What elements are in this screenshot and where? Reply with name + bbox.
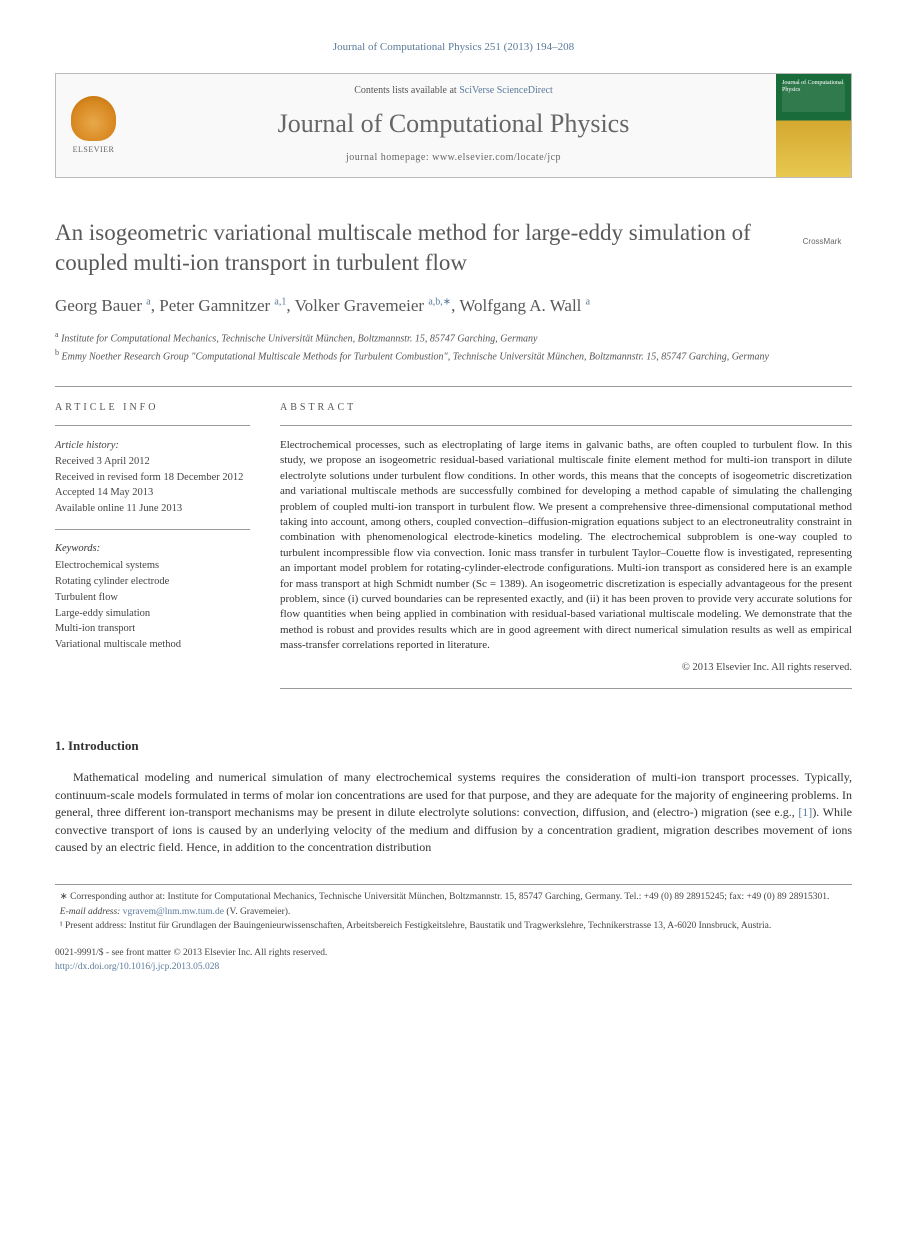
journal-reference: Journal of Computational Physics 251 (20… xyxy=(55,40,852,55)
article-title: An isogeometric variational multiscale m… xyxy=(55,218,852,278)
article-info-column: ARTICLE INFO Article history: Received 3… xyxy=(55,387,250,689)
keywords-label: Keywords: xyxy=(55,542,250,557)
journal-homepage[interactable]: journal homepage: www.elsevier.com/locat… xyxy=(141,151,766,165)
introduction-heading: 1. Introduction xyxy=(55,737,852,755)
introduction-paragraph: Mathematical modeling and numerical simu… xyxy=(55,769,852,856)
affiliation-b-text: Emmy Noether Research Group "Computation… xyxy=(62,351,769,362)
contents-available-line: Contents lists available at SciVerse Sci… xyxy=(141,84,766,98)
history-label: Article history: xyxy=(55,438,250,454)
email-line: E-mail address: vgravem@lnm.mw.tum.de (V… xyxy=(55,906,852,919)
history-received: Received 3 April 2012 xyxy=(55,454,250,470)
abstract-column: ABSTRACT Electrochemical processes, such… xyxy=(280,387,852,689)
reference-link[interactable]: [1] xyxy=(798,805,812,819)
journal-header-box: ELSEVIER Contents lists available at Sci… xyxy=(55,73,852,177)
affiliation-a-text: Institute for Computational Mechanics, T… xyxy=(61,334,537,345)
keyword-item: Electrochemical systems xyxy=(55,558,250,574)
abstract-text: Electrochemical processes, such as elect… xyxy=(280,438,852,653)
elsevier-logo: ELSEVIER xyxy=(56,74,131,176)
keyword-item: Variational multiscale method xyxy=(55,637,250,653)
info-divider xyxy=(55,529,250,530)
cover-title-text: Journal of Computational Physics xyxy=(782,80,845,93)
elsevier-tree-icon xyxy=(71,96,116,141)
doi-link[interactable]: http://dx.doi.org/10.1016/j.jcp.2013.05.… xyxy=(55,962,219,972)
elsevier-label: ELSEVIER xyxy=(73,144,115,155)
email-person: (V. Gravemeier). xyxy=(224,907,290,917)
history-accepted: Accepted 14 May 2013 xyxy=(55,485,250,501)
present-address-note: ¹ Present address: Institut für Grundlag… xyxy=(55,920,852,933)
keyword-item: Turbulent flow xyxy=(55,590,250,606)
journal-name: Journal of Computational Physics xyxy=(141,106,766,142)
journal-cover-thumbnail: Journal of Computational Physics xyxy=(776,74,851,176)
corresponding-email[interactable]: vgravem@lnm.mw.tum.de xyxy=(123,907,224,917)
authors-line: Georg Bauer a, Peter Gamnitzer a,1, Volk… xyxy=(55,294,852,318)
abstract-label: ABSTRACT xyxy=(280,387,852,426)
keyword-item: Large-eddy simulation xyxy=(55,606,250,622)
crossmark-badge[interactable]: CrossMark xyxy=(792,222,852,252)
article-page: Journal of Computational Physics 251 (20… xyxy=(0,0,907,1004)
keyword-item: Rotating cylinder electrode xyxy=(55,574,250,590)
article-info-label: ARTICLE INFO xyxy=(55,387,250,426)
info-abstract-row: ARTICLE INFO Article history: Received 3… xyxy=(55,387,852,689)
contents-prefix: Contents lists available at xyxy=(354,85,459,96)
issn-copyright-line: 0021-9991/$ - see front matter © 2013 El… xyxy=(55,947,852,960)
footnotes: ∗ Corresponding author at: Institute for… xyxy=(55,884,852,933)
sciencedirect-link[interactable]: SciVerse ScienceDirect xyxy=(459,85,553,96)
article-history: Article history: Received 3 April 2012 R… xyxy=(55,438,250,517)
affiliations: a Institute for Computational Mechanics,… xyxy=(55,329,852,364)
keyword-item: Multi-ion transport xyxy=(55,621,250,637)
footer-block: 0021-9991/$ - see front matter © 2013 El… xyxy=(55,947,852,974)
crossmark-label: CrossMark xyxy=(803,237,842,246)
abstract-copyright: © 2013 Elsevier Inc. All rights reserved… xyxy=(280,661,852,676)
affiliation-a: a Institute for Computational Mechanics,… xyxy=(55,329,852,346)
corresponding-author-note: ∗ Corresponding author at: Institute for… xyxy=(55,891,852,904)
introduction-section: 1. Introduction Mathematical modeling an… xyxy=(55,737,852,856)
header-center: Contents lists available at SciVerse Sci… xyxy=(131,74,776,176)
affiliation-b: b Emmy Noether Research Group "Computati… xyxy=(55,347,852,364)
email-label: E-mail address: xyxy=(60,907,123,917)
article-title-text: An isogeometric variational multiscale m… xyxy=(55,220,751,275)
history-online: Available online 11 June 2013 xyxy=(55,501,250,517)
history-revised: Received in revised form 18 December 201… xyxy=(55,470,250,486)
keywords-list: Electrochemical systems Rotating cylinde… xyxy=(55,558,250,653)
abstract-bottom-divider xyxy=(280,688,852,689)
